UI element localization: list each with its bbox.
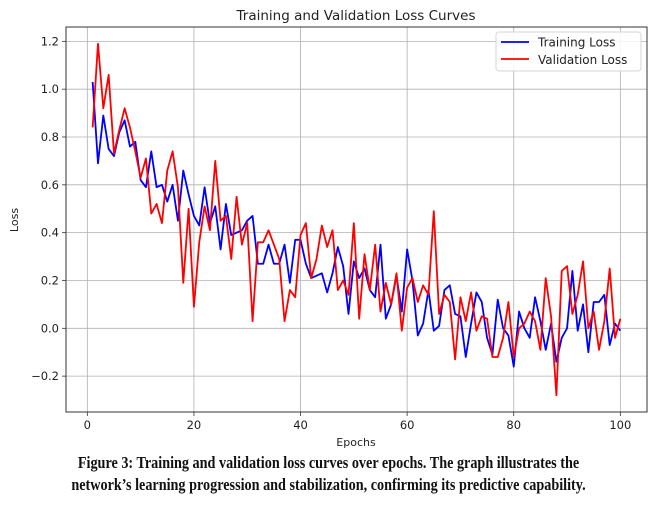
legend-box — [495, 31, 642, 72]
x-tick-label: 60 — [400, 418, 415, 432]
x-tick-label: 40 — [293, 418, 308, 432]
legend-label-training: Training Loss — [537, 36, 615, 50]
y-tick-label: 0.0 — [41, 321, 59, 335]
y-tick-label: 0.6 — [41, 178, 59, 192]
y-tick-label: 0.8 — [41, 130, 59, 144]
y-tick-label: 0.4 — [41, 226, 59, 240]
y-axis-label: Loss — [8, 208, 21, 232]
x-axis-label: Epochs — [336, 436, 376, 449]
y-tick-label: 0.2 — [41, 273, 59, 287]
x-tick-label: 0 — [84, 418, 91, 432]
y-tick-label: −0.2 — [31, 369, 59, 383]
legend-label-validation: Validation Loss — [538, 53, 627, 67]
chart-title: Training and Validation Loss Curves — [236, 8, 476, 24]
x-tick-label: 20 — [187, 418, 202, 432]
y-tick-label: 1.2 — [41, 34, 59, 48]
validation-loss-line — [91, 42, 622, 397]
grid-lines — [66, 27, 647, 412]
series-lines — [91, 42, 622, 397]
x-axis-ticks: 0 20 40 60 80 100 — [84, 412, 631, 432]
caption-line-2: network’s learning progression and stabi… — [71, 475, 586, 494]
y-axis-ticks: −0.2 0.0 0.2 0.4 0.6 0.8 1.0 1.2 — [31, 34, 66, 383]
y-tick-label: 1.0 — [41, 82, 59, 96]
training-loss-line — [91, 81, 622, 368]
x-tick-label: 100 — [609, 418, 631, 432]
caption-line-1: Figure 3: Training and validation loss c… — [77, 453, 580, 472]
legend: Training Loss Validation Loss — [495, 31, 642, 72]
figure-caption: Figure 3: Training and validation loss c… — [46, 452, 611, 496]
x-tick-label: 80 — [506, 418, 521, 432]
plot-frame — [65, 26, 648, 413]
loss-chart: Training and Validation Loss Curves 0 20 4… — [8, 8, 648, 449]
